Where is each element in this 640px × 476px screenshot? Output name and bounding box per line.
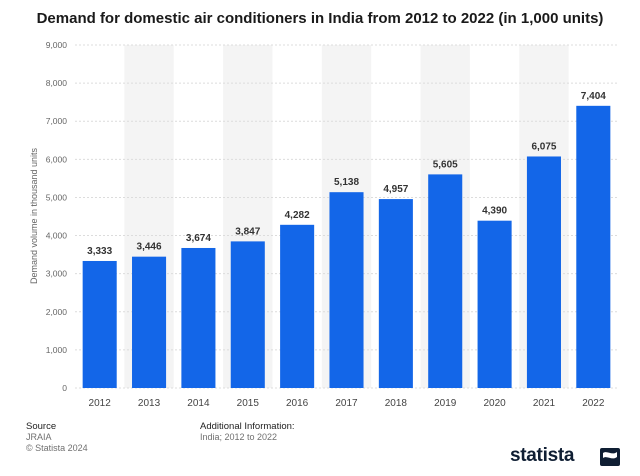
x-tick-label: 2012 (89, 398, 112, 409)
value-label: 6,075 (531, 141, 556, 152)
x-tick-label: 2019 (434, 398, 457, 409)
additional-info-text: India; 2012 to 2022 (200, 432, 278, 442)
bar-2016[interactable] (280, 224, 315, 388)
value-label: 3,333 (87, 246, 112, 257)
y-tick-label: 8,000 (46, 78, 68, 88)
bar-2014[interactable] (181, 247, 216, 388)
additional-info-block: Additional Information: India; 2012 to 2… (200, 421, 295, 443)
value-label: 3,847 (235, 226, 260, 237)
x-axis-ticks: 2012 2013 2014 2015 2016 2017 2018 2019 2020 2021… (89, 398, 605, 409)
value-label: 7,404 (581, 91, 606, 102)
statista-flag-icon (600, 448, 620, 466)
bar-2013[interactable] (132, 256, 167, 388)
y-tick-label: 5,000 (46, 192, 68, 202)
bar-2022[interactable] (576, 105, 611, 389)
x-tick-label: 2020 (483, 398, 506, 409)
value-labels: 3,333 3,446 3,674 3,847 4,282 5,138 4,957 5,605… (87, 91, 606, 257)
value-label: 5,138 (334, 177, 359, 188)
y-tick-label: 0 (62, 383, 67, 393)
y-axis-label: Demand volume in thousand units (29, 147, 39, 284)
x-tick-label: 2013 (138, 398, 161, 409)
value-label: 4,282 (285, 210, 310, 221)
bar-2015[interactable] (230, 241, 265, 388)
y-tick-label: 7,000 (46, 116, 68, 126)
bar-chart: 0 1,000 2,000 3,000 4,000 5,000 6,000 7,000 8,00… (29, 40, 618, 409)
additional-info-heading: Additional Information: (200, 421, 295, 432)
bar-2021[interactable] (526, 156, 561, 388)
x-tick-label: 2022 (582, 398, 605, 409)
statista-logo[interactable]: statista (510, 445, 575, 466)
bar-2020[interactable] (477, 220, 512, 388)
bar-2019[interactable] (428, 174, 463, 388)
bars (82, 105, 611, 389)
x-tick-label: 2014 (187, 398, 210, 409)
bar-2012[interactable] (82, 260, 117, 388)
x-tick-label: 2016 (286, 398, 309, 409)
bar-2017[interactable] (329, 192, 364, 388)
copyright: © Statista 2024 (26, 443, 88, 453)
bar-2018[interactable] (378, 199, 413, 388)
y-axis-ticks: 0 1,000 2,000 3,000 4,000 5,000 6,000 7,000 8,00… (46, 40, 68, 393)
y-tick-label: 3,000 (46, 269, 68, 279)
source-heading: Source (26, 421, 57, 432)
value-label: 3,674 (186, 233, 211, 244)
chart-title: Demand for domestic air conditioners in … (36, 10, 604, 27)
x-tick-label: 2015 (237, 398, 260, 409)
y-tick-label: 1,000 (46, 345, 68, 355)
value-label: 4,390 (482, 206, 507, 217)
y-tick-label: 9,000 (46, 40, 68, 50)
y-tick-label: 6,000 (46, 154, 68, 164)
x-tick-label: 2017 (335, 398, 358, 409)
value-label: 3,446 (137, 242, 162, 253)
x-tick-label: 2021 (533, 398, 556, 409)
x-tick-label: 2018 (385, 398, 408, 409)
source-block: Source JRAIA © Statista 2024 (26, 421, 88, 454)
y-tick-label: 2,000 (46, 307, 68, 317)
value-label: 4,957 (383, 184, 408, 195)
source-name: JRAIA (26, 432, 52, 442)
y-tick-label: 4,000 (46, 231, 68, 241)
value-label: 5,605 (433, 159, 458, 170)
